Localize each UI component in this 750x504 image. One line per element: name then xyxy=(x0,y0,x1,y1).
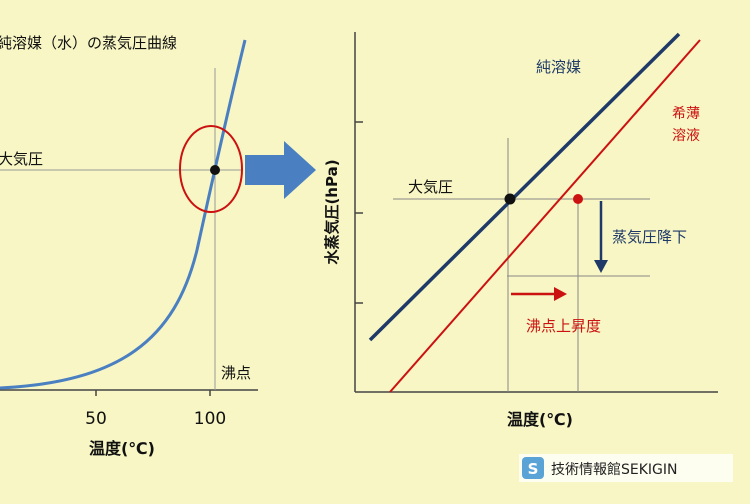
left-boiling-point xyxy=(210,165,220,175)
watermark-logo-letter: S xyxy=(528,460,539,478)
watermark-background xyxy=(519,454,733,482)
zoom-arrow-icon xyxy=(245,141,316,199)
watermark-text: 技術情報館SEKIGIN xyxy=(551,461,678,478)
vp-lowering-arrow-icon xyxy=(594,260,608,273)
left-atm-label: 大気圧 xyxy=(0,150,43,168)
dilute-solution-line xyxy=(389,39,701,393)
dilute-solution-label-2: 溶液 xyxy=(672,128,700,144)
watermark-logo-icon xyxy=(522,457,544,479)
watermark: S 技術情報館SEKIGIN xyxy=(519,454,733,482)
left-chart: 純溶媒（水）の蒸気圧曲線 大気圧 沸点 50 100 温度(℃) xyxy=(0,34,258,458)
right-atm-label: 大気圧 xyxy=(408,178,453,196)
right-chart: 純溶媒 希薄 溶液 大気圧 蒸気圧降下 沸点上昇度 水蒸気圧(hPa) 温度(℃… xyxy=(323,32,718,429)
vp-lowering-label: 蒸気圧降下 xyxy=(612,228,687,246)
left-x-tick-label-100: 100 xyxy=(194,409,226,429)
pure-solvent-label: 純溶媒 xyxy=(536,58,581,76)
left-boiling-label: 沸点 xyxy=(221,364,251,382)
left-chart-title: 純溶媒（水）の蒸気圧曲線 xyxy=(0,34,177,52)
pure-solvent-line xyxy=(368,32,681,342)
dilute-solution-label-1: 希薄 xyxy=(672,106,700,122)
highlight-circle xyxy=(179,125,243,213)
bp-elevation-label: 沸点上昇度 xyxy=(526,317,601,335)
left-x-tick-label-50: 50 xyxy=(85,409,107,429)
bp-elevation-arrow-icon xyxy=(554,287,567,301)
left-x-axis-label: 温度(℃) xyxy=(88,439,155,458)
right-x-axis-label: 温度(℃) xyxy=(506,410,573,429)
vapor-pressure-curve xyxy=(0,39,247,390)
right-y-axis-label: 水蒸気圧(hPa) xyxy=(323,159,341,264)
dilute-boiling-point xyxy=(573,194,583,204)
pure-boiling-point xyxy=(504,193,516,205)
